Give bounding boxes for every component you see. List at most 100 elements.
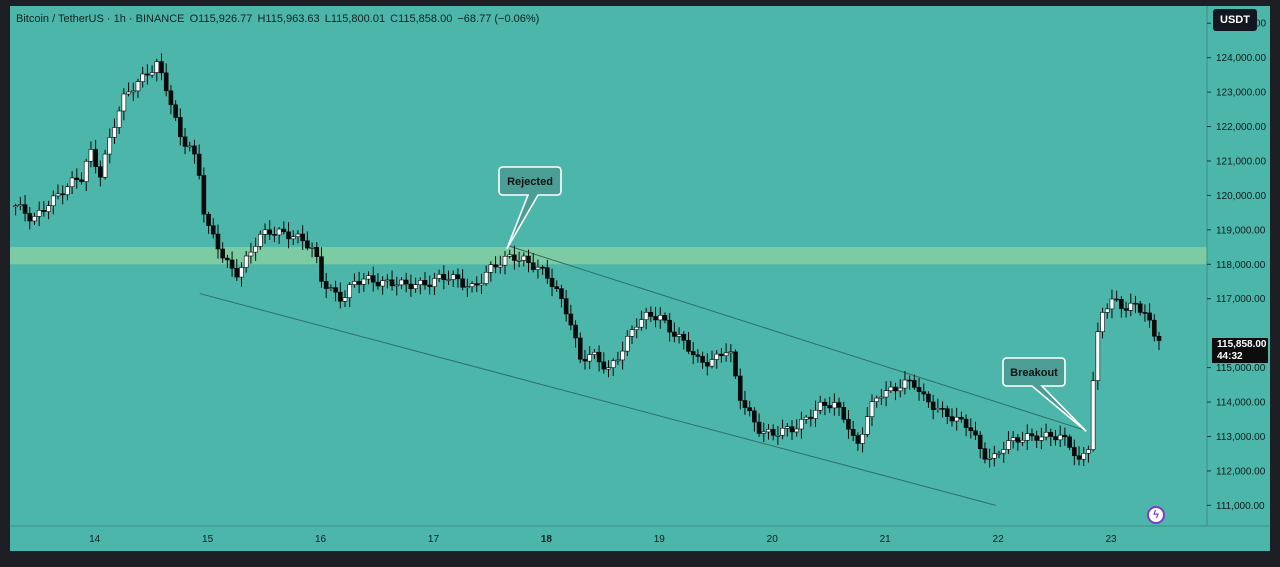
candle-body	[290, 236, 296, 240]
candle-body	[817, 401, 823, 411]
candle-body	[366, 275, 371, 280]
candle-body	[841, 407, 847, 420]
candle-body	[370, 275, 376, 283]
candle-body	[286, 231, 291, 240]
candle-body	[690, 351, 696, 356]
candle-body	[1123, 308, 1129, 311]
symbol-label: Bitcoin / TetherUS · 1h · BINANCE	[16, 13, 185, 25]
callout-breakout-shape	[1002, 357, 1087, 432]
candle-body	[432, 278, 437, 287]
candle-body	[149, 72, 155, 76]
candle-body	[968, 427, 974, 432]
callout-rejected-label: Rejected	[507, 176, 553, 188]
candle-body	[408, 283, 414, 290]
candle-body	[596, 351, 602, 363]
price-tick-label: 117,000.00	[1216, 294, 1266, 305]
time-tick-label: 19	[654, 534, 666, 545]
candle-body	[314, 247, 320, 257]
time-tick-label: 14	[89, 534, 101, 545]
candle-body	[417, 280, 423, 285]
candle-body	[1147, 312, 1152, 321]
candle-body	[1152, 319, 1157, 337]
candle-body	[723, 352, 729, 357]
candle-body	[648, 312, 654, 317]
candle-body	[13, 205, 18, 208]
candle-body	[888, 386, 894, 391]
candle-body	[243, 255, 249, 268]
candle-body	[615, 359, 621, 362]
candle-body	[1010, 437, 1016, 441]
candle-body	[676, 334, 682, 337]
price-axis-bg	[1207, 6, 1270, 551]
candle-body	[897, 387, 903, 392]
candle-body	[540, 266, 545, 269]
time-tick-label: 23	[1105, 534, 1117, 545]
candle-body	[554, 286, 560, 289]
price-tick-label: 124,000.00	[1216, 53, 1266, 64]
candle-body	[902, 379, 908, 389]
price-tick-label: 115,000.00	[1216, 363, 1266, 374]
change-value: −68.77 (−0.06%)	[457, 13, 540, 25]
candle-body	[173, 104, 178, 118]
candle-body	[83, 160, 89, 182]
candle-body	[620, 350, 625, 361]
candle-body	[159, 61, 164, 74]
candle-body	[643, 312, 649, 320]
currency-badge[interactable]: USDT	[1213, 9, 1257, 31]
candle-body	[1048, 431, 1054, 437]
candle-body	[69, 177, 75, 187]
candle-body	[385, 279, 390, 282]
candle-body	[380, 280, 385, 287]
candle-body	[295, 233, 301, 237]
candle-body	[742, 400, 748, 408]
candle-body	[916, 387, 922, 392]
candle-body	[201, 175, 207, 215]
candle-body	[1072, 447, 1077, 457]
time-tick-label: 15	[202, 534, 214, 545]
last-price: 115,858.00	[1217, 339, 1267, 350]
candle-body	[766, 429, 771, 433]
candle-body	[789, 426, 795, 433]
candle-body	[709, 359, 715, 367]
candle-body	[469, 283, 475, 287]
candle-body	[921, 391, 927, 395]
candle-body	[1039, 436, 1044, 441]
candle-body	[60, 193, 65, 196]
time-tick-label: 17	[428, 534, 440, 545]
candle-body	[239, 267, 244, 278]
candle-body	[662, 315, 668, 321]
candle-body	[328, 287, 334, 289]
candle-body	[761, 431, 767, 434]
candle-body	[808, 416, 814, 419]
candle-body	[705, 362, 710, 367]
candle-body	[926, 393, 931, 403]
candle-body	[813, 409, 818, 419]
candle-body	[300, 233, 305, 242]
candle-body	[248, 251, 254, 257]
lightning-icon[interactable]: ϟ	[1147, 506, 1165, 524]
candle-body	[88, 149, 94, 162]
candle-body	[187, 145, 193, 148]
candle-body	[686, 340, 691, 352]
candle-body	[912, 380, 917, 388]
candle-body	[342, 297, 348, 302]
candle-body	[488, 264, 494, 273]
candle-body	[361, 278, 367, 285]
candle-body	[794, 428, 800, 433]
candle-body	[483, 271, 489, 284]
candle-body	[493, 264, 498, 268]
symbol-legend: Bitcoin / TetherUS · 1h · BINANCE O115,9…	[16, 13, 541, 25]
candle-body	[634, 326, 640, 330]
candle-body	[869, 401, 875, 417]
candle-body	[215, 233, 221, 250]
candle-body	[474, 283, 480, 286]
candle-body	[521, 255, 527, 261]
candle-body	[32, 216, 37, 222]
candle-body	[1100, 312, 1105, 333]
candle-body	[625, 335, 630, 352]
candle-body	[460, 278, 465, 288]
time-tick-label: 21	[880, 534, 892, 545]
candle-body	[610, 360, 616, 368]
